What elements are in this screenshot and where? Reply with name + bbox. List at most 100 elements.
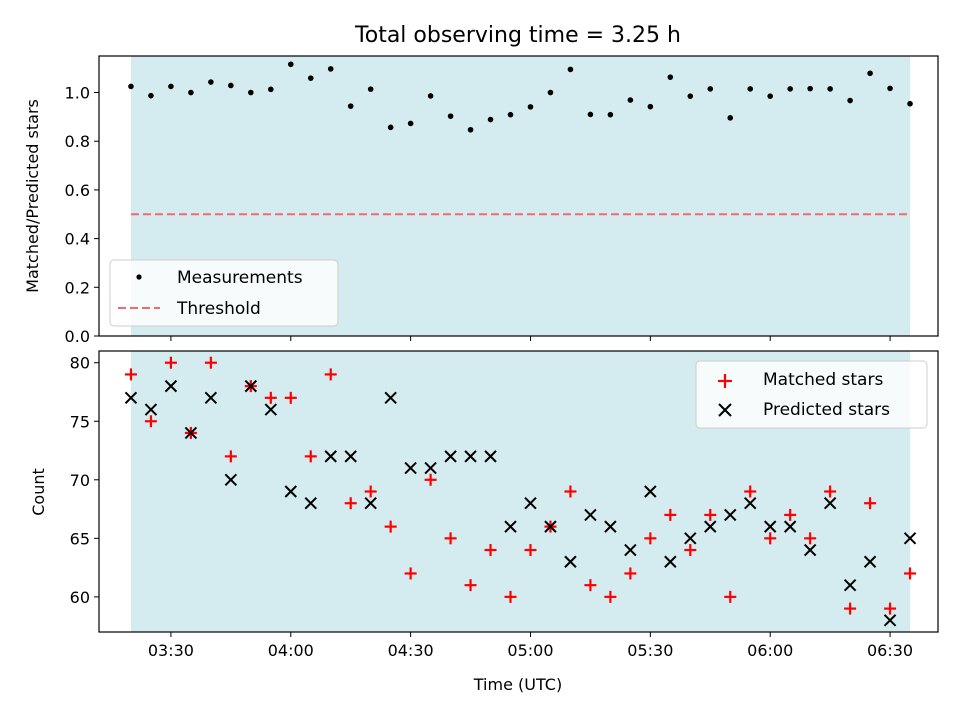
predicted-star-point [544, 520, 557, 533]
top-y-tick-label: 0.6 [65, 181, 90, 200]
measurement-point [827, 86, 833, 92]
measurement-point [707, 86, 714, 92]
legend-measurements-label: Measurements [177, 268, 303, 288]
matched-star-point [384, 520, 397, 533]
predicted-star-point [763, 520, 777, 533]
matched-star-point [824, 485, 837, 498]
measurement-point [687, 93, 694, 99]
x-tick-label: 06:00 [747, 641, 793, 660]
predicted-star-point [664, 555, 677, 568]
top-y-tick-label: 0.8 [65, 132, 90, 151]
matched-star-point [204, 356, 217, 369]
matched-star-point [904, 567, 917, 580]
predicted-star-point [584, 508, 597, 522]
matched-star-point [884, 602, 897, 615]
matched-star-point [264, 391, 277, 404]
matched-star-point [684, 544, 697, 557]
measurement-point [547, 89, 554, 96]
predicted-star-point [883, 614, 897, 627]
predicted-star-point [903, 532, 917, 545]
measurement-point [327, 66, 334, 72]
measurement-point [807, 85, 813, 92]
top-y-tick-label: 1.0 [65, 84, 90, 103]
matched-star-point [324, 368, 337, 381]
measurement-point [767, 93, 773, 99]
chart-title: Total observing time = 3.25 h [354, 23, 681, 48]
predicted-star-point [364, 497, 377, 510]
measurement-point [228, 82, 234, 89]
predicted-star-point [843, 578, 857, 592]
measurement-point [128, 83, 134, 90]
measurement-point [467, 126, 474, 133]
predicted-star-point [504, 520, 517, 533]
measurement-point [188, 89, 194, 96]
measurement-point [607, 111, 614, 118]
matched-star-point [744, 485, 757, 498]
predicted-star-point [164, 379, 178, 393]
predicted-star-point [704, 520, 717, 533]
predicted-star-point [464, 450, 477, 463]
matched-star-point [424, 473, 437, 486]
matched-star-point [584, 579, 597, 592]
matched-star-point [804, 532, 817, 545]
predicted-star-point [604, 520, 617, 533]
bottom-axes-frame [98, 350, 939, 633]
predicted-star-point [324, 450, 337, 463]
predicted-star-point [404, 461, 417, 475]
legend-measurements-marker [136, 274, 142, 280]
top-y-tick-label: 0.2 [65, 278, 90, 297]
matched-star-point [844, 602, 857, 615]
matched-star-point [624, 567, 637, 580]
top-legend: Measurements Threshold [109, 259, 339, 327]
matched-star-point [404, 567, 417, 580]
measurement-point [647, 103, 654, 110]
measurement-point [287, 61, 294, 68]
matched-star-point [444, 532, 457, 545]
x-tick-label: 05:30 [627, 641, 673, 660]
predicted-star-point [204, 391, 218, 405]
predicted-star-point [424, 461, 437, 475]
predicted-star-point [783, 520, 797, 533]
bottom-y-tick-label: 75 [70, 412, 90, 431]
measurement-point [667, 74, 674, 80]
predicted-star-point [644, 485, 657, 498]
legend-matched-label: Matched stars [763, 370, 883, 390]
legend-threshold-label: Threshold [176, 299, 261, 319]
measurement-point [787, 86, 793, 92]
measurement-point [367, 86, 374, 92]
measurement-point [347, 103, 354, 109]
matched-star-point [524, 544, 537, 557]
measurement-point [168, 83, 174, 90]
predicted-star-point [384, 391, 397, 405]
matched-star-point [724, 590, 737, 603]
predicted-star-point [744, 497, 757, 510]
predicted-star-point [724, 508, 737, 522]
measurement-point [587, 111, 594, 118]
predicted-star-point [863, 555, 877, 568]
bottom-y-tick-label: 65 [70, 529, 90, 548]
top-y-tick-label: 0.4 [65, 230, 90, 249]
predicted-star-point [284, 485, 297, 498]
predicted-star-point [803, 543, 817, 557]
top-axes-frame [98, 55, 939, 337]
x-tick-label: 04:00 [268, 641, 314, 660]
matched-star-point [124, 368, 137, 381]
predicted-star-point [524, 497, 537, 510]
bottom-legend: Matched stars Predicted stars [695, 360, 928, 429]
measurement-point [727, 115, 734, 121]
x-axis-label: Time (UTC) [473, 675, 562, 694]
measurement-point [627, 97, 634, 103]
measurement-point [148, 92, 154, 99]
bottom-y-tick-label: 60 [70, 588, 90, 607]
x-tick-label: 03:30 [148, 641, 194, 660]
measurement-point [907, 100, 913, 107]
predicted-star-point [304, 497, 317, 510]
predicted-star-point [344, 450, 357, 463]
matched-star-point [664, 508, 677, 521]
measurement-point [847, 97, 853, 104]
matched-star-point [784, 508, 797, 521]
matched-star-point [164, 356, 177, 369]
measurement-point [567, 66, 574, 73]
matched-star-point [364, 485, 377, 498]
